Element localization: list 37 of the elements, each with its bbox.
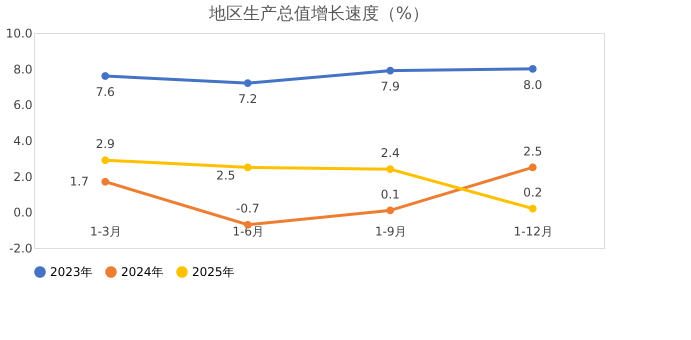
point <box>101 178 110 186</box>
data-label: 2.9 <box>96 137 115 152</box>
data-label: 2.5 <box>523 144 542 158</box>
point <box>244 79 252 88</box>
data-label: 7.2 <box>238 92 258 106</box>
point <box>101 72 110 80</box>
data-label: 8.0 <box>523 78 542 92</box>
y-tick-label: 4.0 <box>13 134 32 148</box>
legend-label: 2023年 <box>50 265 93 279</box>
data-label: 7.9 <box>380 80 400 94</box>
data-label: 0.2 <box>523 186 542 200</box>
data-label: 1.7 <box>70 174 89 189</box>
point <box>528 204 537 212</box>
y-tick-label: 0.0 <box>13 206 32 220</box>
point <box>386 165 394 174</box>
x-tick-label: 1-3月 <box>90 224 122 239</box>
y-tick-label: 6.0 <box>13 98 32 112</box>
legend-label: 2025年 <box>192 265 235 279</box>
y-tick-label: 8.0 <box>13 62 32 76</box>
point <box>528 64 537 73</box>
point <box>386 206 394 214</box>
x-tick-label: 1-9月 <box>374 224 407 239</box>
y-tick-label: 10.0 <box>6 26 32 40</box>
chart-title: 地区生产总值增长速度（%） <box>208 4 430 24</box>
point <box>244 164 252 172</box>
point <box>386 66 394 74</box>
y-tick-label: -2.0 <box>9 242 32 256</box>
legend-label: 2024年 <box>121 265 164 279</box>
y-tick-label: 2.0 <box>13 170 32 184</box>
data-label: 0.1 <box>380 187 400 202</box>
data-label: 2.4 <box>380 146 400 160</box>
point <box>528 164 537 172</box>
data-label: 7.6 <box>96 85 115 99</box>
point <box>101 156 110 164</box>
x-tick-label: 1-12月 <box>514 224 553 239</box>
data-label: 2.5 <box>216 168 236 182</box>
data-label: -0.7 <box>236 202 260 216</box>
